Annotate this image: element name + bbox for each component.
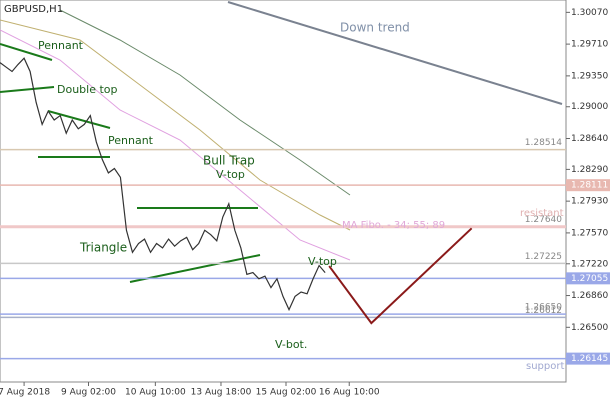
down-trend-line (227, 1, 563, 105)
annotation: support (526, 361, 564, 372)
x-tick-label: 10 Aug 10:00 (125, 388, 186, 398)
annotation: V-bot. (275, 338, 307, 351)
level-label: 1.28514 (525, 138, 562, 148)
ma-55 (0, 19, 351, 231)
annotation: resistant (520, 208, 564, 219)
ma-34 (0, 29, 351, 261)
y-tick-label: 1.29710 (571, 40, 608, 50)
plot-frame (0, 0, 567, 383)
annotation: V-top (308, 255, 337, 268)
level-box (566, 179, 610, 192)
level-label: 1.27640 (525, 215, 562, 225)
annotation: Pennant (38, 39, 84, 52)
y-tick-label: 1.27570 (571, 228, 608, 238)
level-label: 1.27055 (571, 274, 608, 284)
level-box (566, 272, 610, 285)
x-tick-label: 15 Aug 02:00 (256, 388, 317, 398)
level-box (566, 352, 610, 365)
annotation: Down trend (340, 21, 410, 35)
y-tick-label: 1.26500 (571, 323, 608, 333)
y-tick-label: 1.28640 (571, 134, 608, 144)
annotation: Pennant (108, 134, 154, 147)
x-tick-label: 16 Aug 10:00 (319, 388, 380, 398)
y-tick-label: 1.26860 (571, 291, 608, 301)
level-label: 1.28111 (571, 181, 608, 191)
forecast-line (328, 227, 473, 325)
patterns (0, 43, 261, 283)
y-tick-label: 1.27930 (571, 197, 608, 207)
level-label: 1.27225 (525, 252, 562, 262)
annotation: Double top (57, 83, 118, 96)
level-label: 1.26650 (525, 303, 562, 313)
y-tick-label: 1.28290 (571, 165, 608, 175)
annotation: Bull Trap (203, 154, 255, 168)
annotation: Triangle (79, 241, 127, 255)
x-tick-label: 7 Aug 2018 (0, 388, 50, 398)
y-tick-label: 1.27220 (571, 259, 608, 269)
x-tick-label: 9 Aug 02:00 (61, 388, 116, 398)
annotation: MA Fibo. - 34; 55; 89 (342, 220, 445, 231)
y-tick-label: 1.29000 (571, 102, 608, 112)
annotations: Down trend Pennant Pennant Double top Bu… (38, 21, 564, 373)
ma-lines (0, 9, 351, 261)
y-tick-label: 1.30070 (571, 8, 608, 18)
chart-title: GBPUSD,H1 (4, 4, 63, 15)
level-label: 1.26612 (525, 306, 562, 316)
level-label: 1.26145 (571, 354, 608, 364)
ma-89 (59, 9, 351, 196)
annotation: V-top (216, 168, 245, 181)
x-tick-label: 13 Aug 18:00 (191, 388, 252, 398)
price-line (0, 57, 326, 312)
y-tick-label: 1.29350 (571, 71, 608, 81)
